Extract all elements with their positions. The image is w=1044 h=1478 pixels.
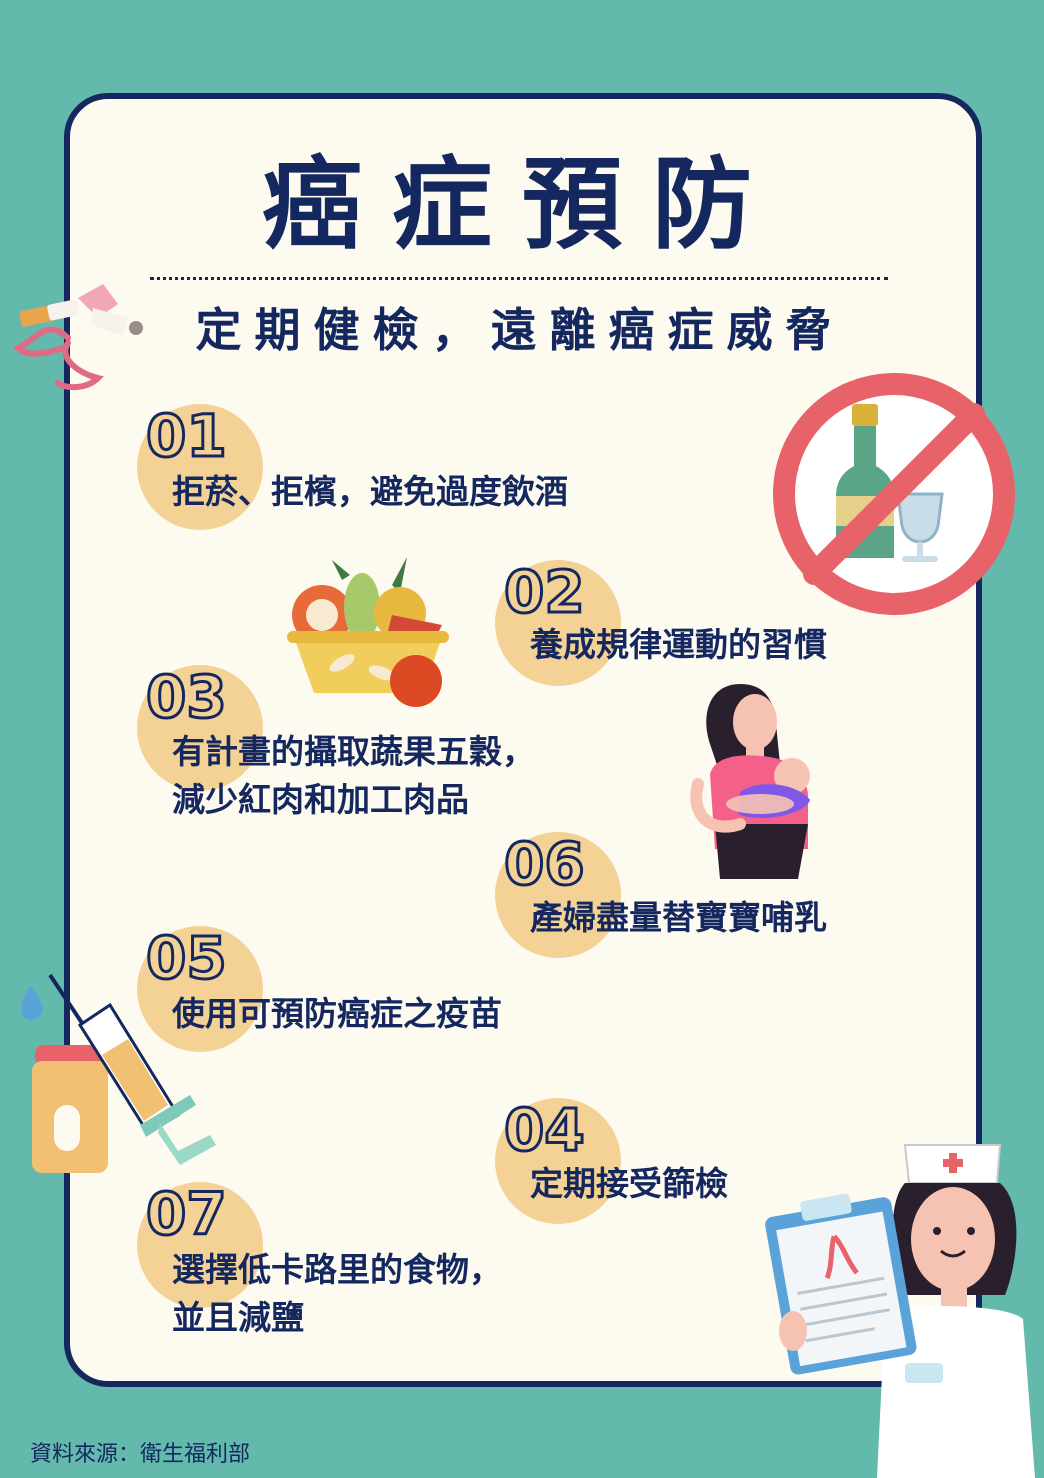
tip-text-line: 選擇低卡路里的食物， bbox=[172, 1250, 502, 1289]
tip-text-line: 使用可預防癌症之疫苗 bbox=[172, 994, 502, 1033]
tip-number: 06 bbox=[503, 830, 587, 898]
tip-number: 07 bbox=[145, 1180, 229, 1248]
vaccine-syringe-icon bbox=[21, 973, 216, 1173]
tip-text-line: 定期接受篩檢 bbox=[530, 1164, 728, 1203]
tip-circle bbox=[495, 832, 621, 958]
source-credit: 資料來源：衛生福利部 bbox=[30, 1442, 251, 1467]
fruit-basket-icon bbox=[287, 557, 449, 707]
tip-circle bbox=[137, 404, 263, 530]
tip-number: 02 bbox=[503, 558, 587, 626]
tip-circle bbox=[137, 1182, 263, 1308]
tip-circle bbox=[495, 560, 621, 686]
tip-text-line: 拒菸、拒檳，避免過度飲酒 bbox=[172, 472, 568, 511]
poster-title: 癌症預防 bbox=[262, 146, 782, 263]
poster-subtitle: 定期健檢，遠離癌症威脅 bbox=[195, 303, 845, 357]
tip-circle bbox=[137, 665, 263, 791]
broken-cigarette-icon bbox=[12, 284, 143, 391]
tip-text-line: 有計畫的攝取蔬果五穀， bbox=[172, 732, 535, 771]
tip-number: 04 bbox=[503, 1096, 587, 1164]
nurse-clipboard-icon bbox=[765, 1144, 1035, 1478]
tip-text-line: 減少紅肉和加工肉品 bbox=[172, 780, 469, 819]
tip-text-line: 養成規律運動的習慣 bbox=[530, 625, 827, 664]
tip-circle bbox=[137, 926, 263, 1052]
tip-text-line: 並且減鹽 bbox=[172, 1298, 304, 1337]
tip-text-line: 產婦盡量替寶寶哺乳 bbox=[530, 898, 827, 937]
breastfeeding-mother-icon bbox=[690, 684, 810, 879]
dotted-divider bbox=[150, 277, 888, 280]
tip-number: 01 bbox=[145, 402, 229, 470]
no-alcohol-icon bbox=[773, 373, 1015, 615]
tip-circle bbox=[495, 1098, 621, 1224]
tip-number: 05 bbox=[145, 924, 229, 992]
tip-number: 03 bbox=[145, 663, 229, 731]
